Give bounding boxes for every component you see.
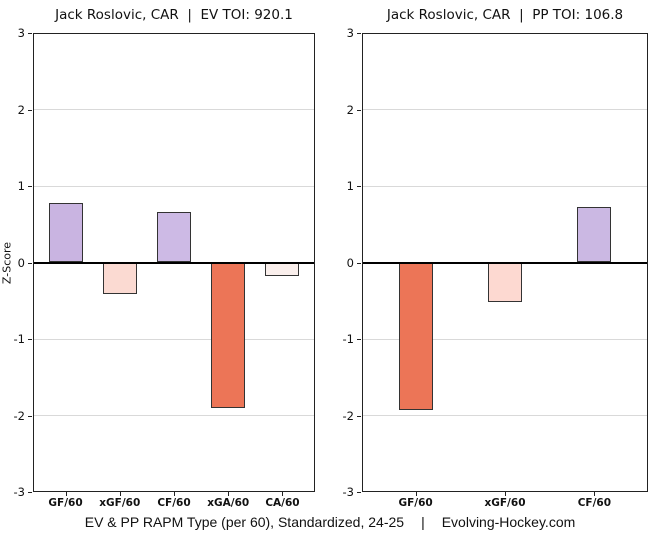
zero-line [33, 261, 315, 264]
bar-xgf-60 [102, 262, 137, 294]
y-tick-label-3: 3 [346, 26, 354, 40]
bar-ca-60 [265, 262, 300, 277]
x-tick-label-xga-60: xGA/60 [207, 497, 250, 509]
caption-text: EV & PP RAPM Type (per 60), Standardized… [84, 514, 405, 530]
y-tick-2 [28, 109, 32, 111]
y-tick--1 [357, 339, 361, 340]
bar-cf-60 [577, 206, 612, 263]
bar-xgf-60 [488, 262, 522, 303]
bar-gf-60 [48, 202, 83, 263]
figure-caption: EV & PP RAPM Type (per 60), Standardized… [0, 514, 660, 530]
x-tick-label-xgf-60: xGF/60 [99, 497, 141, 509]
y-tick-0 [28, 262, 32, 264]
y-tick-label--3: -3 [342, 485, 354, 499]
x-tick-xgf-60 [505, 492, 506, 496]
caption-separator: | [421, 514, 425, 530]
y-tick-label-2: 2 [346, 102, 354, 117]
y-tick-label--1: -1 [342, 332, 354, 346]
y-tick--2 [357, 415, 361, 417]
y-tick-label--3: -3 [13, 485, 25, 499]
gridline-y-2 [33, 415, 315, 416]
y-tick-3 [357, 33, 361, 34]
caption-site: Evolving-Hockey.com [441, 514, 576, 530]
x-tick-label-ca-60: CA/60 [265, 497, 300, 509]
ev-chart-panel: Z-Score GF/60 xGF/60 CF/60 xGA/60 CA/60 3 2 1 0-… [1, 26, 315, 509]
y-tick-label--1: -1 [13, 332, 25, 346]
y-tick-label-0: 0 [17, 255, 25, 270]
gridline-y1 [362, 185, 648, 187]
y-tick-2 [357, 109, 361, 111]
y-tick-label-3: 3 [17, 26, 25, 40]
y-tick-label-0: 0 [346, 255, 354, 270]
pp-chart-panel: GF/60 xGF/60 CF/60 3 2 1 0 -1 -2 -3 [343, 26, 648, 509]
bar-gf-60 [398, 262, 433, 411]
x-tick-label-cf-60: CF/60 [157, 497, 191, 509]
gridline-y-1 [33, 338, 315, 340]
y-tick--2 [28, 415, 32, 417]
y-tick-1 [28, 186, 32, 187]
y-tick-1 [357, 186, 361, 187]
y-tick--1 [28, 339, 32, 340]
x-tick-label-xgf-60: xGF/60 [484, 497, 526, 509]
x-tick-xgf-60 [119, 492, 121, 496]
gridline-y2 [33, 109, 315, 110]
gridline-y-2 [362, 415, 648, 416]
x-tick-label-cf-60: CF/60 [577, 497, 612, 509]
x-tick-cf-60 [174, 492, 175, 496]
x-tick-gf-60 [65, 492, 67, 496]
pp-chart-title: Jack Roslovic, CAR | PP TOI: 106.8 [386, 7, 624, 23]
gridline-y1 [33, 185, 315, 187]
gridline-y-1 [362, 338, 648, 340]
y-tick-0 [357, 262, 361, 264]
x-tick-xga-60 [228, 492, 230, 496]
y-tick-label--2: -2 [13, 408, 25, 423]
ev-chart-title: Jack Roslovic, CAR | EV TOI: 920.1 [55, 7, 293, 23]
x-tick-label-gf-60: GF/60 [398, 497, 433, 509]
y-tick-label--2: -2 [342, 408, 354, 423]
x-tick-gf-60 [415, 492, 417, 496]
x-tick-label-gf-60: GF/60 [48, 497, 83, 509]
y-tick--3 [357, 492, 361, 493]
x-tick-cf-60 [594, 492, 596, 496]
bar-xga-60 [211, 262, 246, 408]
y-tick-label-1: 1 [17, 179, 25, 193]
y-tick-label-1: 1 [346, 179, 354, 193]
y-tick--3 [28, 492, 32, 493]
bar-cf-60 [157, 212, 191, 263]
x-tick-ca-60 [282, 492, 284, 496]
y-tick-3 [28, 33, 32, 34]
zero-line [362, 261, 648, 264]
gridline-y2 [362, 109, 648, 110]
y-tick-label-2: 2 [17, 102, 25, 117]
